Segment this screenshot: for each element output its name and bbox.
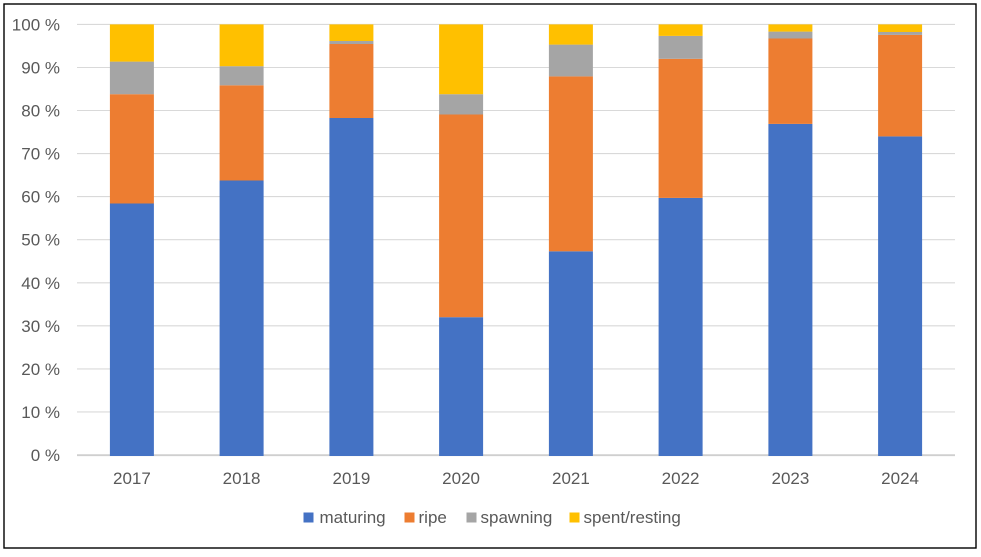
svg-text:0 %: 0 % xyxy=(31,446,60,465)
svg-text:50 %: 50 % xyxy=(21,231,60,250)
svg-text:maturing: maturing xyxy=(320,508,386,527)
svg-text:10 %: 10 % xyxy=(21,403,60,422)
svg-text:80 %: 80 % xyxy=(21,102,60,121)
svg-text:2020: 2020 xyxy=(442,469,480,488)
svg-text:spawning: spawning xyxy=(481,508,553,527)
svg-text:2018: 2018 xyxy=(223,469,261,488)
svg-text:2023: 2023 xyxy=(771,469,809,488)
svg-text:30 %: 30 % xyxy=(21,317,60,336)
svg-text:2021: 2021 xyxy=(552,469,590,488)
svg-text:2024: 2024 xyxy=(881,469,919,488)
svg-text:2022: 2022 xyxy=(662,469,700,488)
svg-text:100 %: 100 % xyxy=(12,15,60,34)
svg-text:40 %: 40 % xyxy=(21,274,60,293)
svg-text:spent/resting: spent/resting xyxy=(584,508,681,527)
svg-text:2017: 2017 xyxy=(113,469,151,488)
svg-text:90 %: 90 % xyxy=(21,59,60,78)
svg-text:2019: 2019 xyxy=(332,469,370,488)
svg-text:ripe: ripe xyxy=(419,508,447,527)
svg-text:70 %: 70 % xyxy=(21,145,60,164)
svg-text:60 %: 60 % xyxy=(21,188,60,207)
svg-text:20 %: 20 % xyxy=(21,360,60,379)
